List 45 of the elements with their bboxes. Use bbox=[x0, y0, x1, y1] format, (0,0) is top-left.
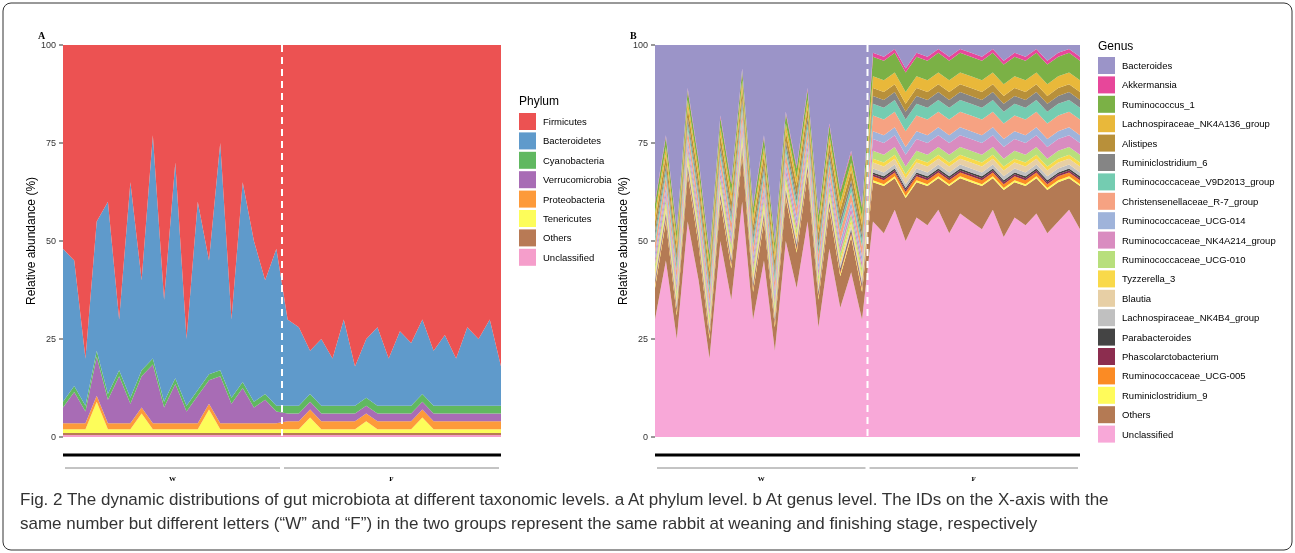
legend-label: Tyzzerella_3 bbox=[1122, 273, 1176, 285]
legend-label: Ruminiclostridium_6 bbox=[1122, 157, 1208, 169]
y-tick-label: 100 bbox=[632, 39, 648, 50]
y-tick-label: 0 bbox=[50, 431, 56, 442]
y-tick-label: 50 bbox=[637, 235, 648, 246]
legend-label: Lachnospiraceae_NK4A136_group bbox=[1122, 118, 1270, 130]
caption: Fig. 2 The dynamic distributions of gut microbiota at different taxonomic levels. a At phylum level. b At genus level. The IDs on the X-axis with the same number but different letters (“W” and “F”) in the two groups represent the same rabbit at weaning and finishing stage, respectively bbox=[20, 490, 1109, 533]
legend-label: Others bbox=[543, 232, 572, 244]
legend-label: Cyanobacteria bbox=[543, 154, 605, 166]
y-tick-label: 25 bbox=[45, 333, 56, 344]
legend-label: Ruminiclostridium_9 bbox=[1122, 389, 1208, 401]
legend-label: Ruminococcaceae_UCG-014 bbox=[1122, 215, 1246, 227]
legend-label: Parabacteroides bbox=[1122, 331, 1192, 343]
legend-label: Ruminococcaceae_UCG-005 bbox=[1122, 370, 1246, 382]
legend-label: Ruminococcus_1 bbox=[1122, 98, 1195, 110]
legend-label: Tenericutes bbox=[543, 213, 592, 225]
legend-label: Bacteroidetes bbox=[543, 135, 602, 147]
legend-label: Ruminococcaceae_V9D2013_group bbox=[1122, 176, 1275, 188]
legend-label: Akkermansia bbox=[1122, 79, 1178, 91]
legend-label: Lachnospiraceae_NK4B4_group bbox=[1122, 312, 1260, 324]
y-tick-label: 25 bbox=[637, 333, 648, 344]
legend-label: Others bbox=[1122, 409, 1151, 421]
legend-label: Ruminococcaceae_UCG-010 bbox=[1122, 254, 1246, 266]
y-tick-label: 75 bbox=[637, 137, 648, 148]
legend-label: Proteobacteria bbox=[543, 193, 606, 205]
chart-title: A bbox=[38, 30, 46, 41]
y-axis-title: Relative abundance (%) bbox=[616, 176, 630, 306]
legend-title: Phylum bbox=[519, 94, 560, 108]
legend-label: Ruminococcaceae_NK4A214_group bbox=[1122, 234, 1276, 246]
y-tick-label: 50 bbox=[45, 235, 56, 246]
legend-label: Blautia bbox=[1122, 292, 1152, 304]
legend-label: Unclassified bbox=[1122, 428, 1174, 440]
chart-title: B bbox=[630, 30, 637, 41]
legend-label: Alistipes bbox=[1122, 137, 1158, 149]
legend-title: Genus bbox=[1098, 39, 1134, 53]
legend-label: Christensenellaceae_R-7_group bbox=[1122, 195, 1259, 207]
y-tick-label: 75 bbox=[45, 137, 56, 148]
legend-label: Unclassified bbox=[543, 251, 595, 263]
legend-label: Verrucomicrobia bbox=[543, 174, 613, 186]
y-axis-title: Relative abundance (%) bbox=[24, 176, 38, 306]
legend-label: Firmicutes bbox=[543, 116, 588, 128]
y-tick-label: 100 bbox=[40, 39, 56, 50]
y-tick-label: 0 bbox=[642, 431, 648, 442]
legend-label: Bacteroides bbox=[1122, 60, 1173, 72]
legend-label: Phascolarctobacterium bbox=[1122, 351, 1219, 363]
